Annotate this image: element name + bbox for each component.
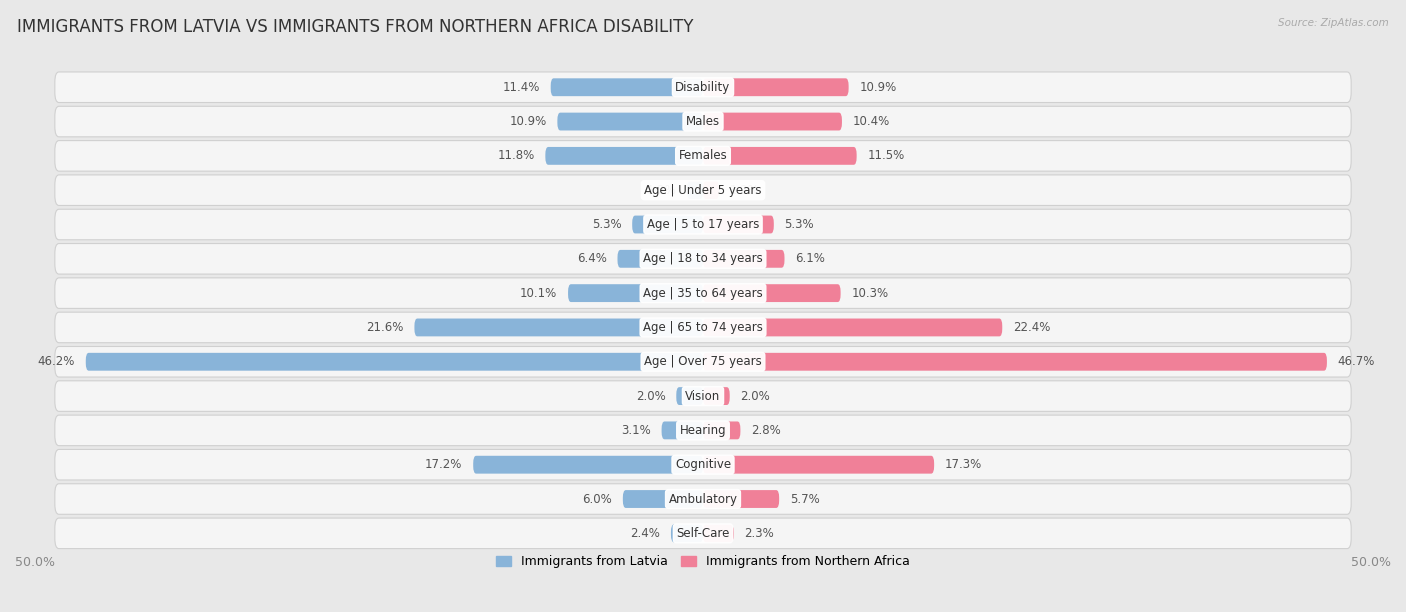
FancyBboxPatch shape [55,415,1351,446]
Text: 2.0%: 2.0% [741,390,770,403]
Text: 5.3%: 5.3% [785,218,814,231]
Text: Age | Under 5 years: Age | Under 5 years [644,184,762,196]
FancyBboxPatch shape [474,456,703,474]
FancyBboxPatch shape [703,456,934,474]
Text: IMMIGRANTS FROM LATVIA VS IMMIGRANTS FROM NORTHERN AFRICA DISABILITY: IMMIGRANTS FROM LATVIA VS IMMIGRANTS FRO… [17,18,693,36]
FancyBboxPatch shape [55,244,1351,274]
FancyBboxPatch shape [703,284,841,302]
Text: 10.1%: 10.1% [520,286,557,300]
FancyBboxPatch shape [703,250,785,267]
Text: Age | Over 75 years: Age | Over 75 years [644,355,762,368]
Text: 22.4%: 22.4% [1012,321,1050,334]
Text: 6.1%: 6.1% [796,252,825,266]
Text: Age | 5 to 17 years: Age | 5 to 17 years [647,218,759,231]
Text: 10.3%: 10.3% [851,286,889,300]
Text: 6.0%: 6.0% [582,493,612,506]
Text: 1.2%: 1.2% [730,184,759,196]
FancyBboxPatch shape [703,422,741,439]
FancyBboxPatch shape [633,215,703,233]
FancyBboxPatch shape [551,78,703,96]
FancyBboxPatch shape [703,78,849,96]
Text: Hearing: Hearing [679,424,727,437]
FancyBboxPatch shape [55,381,1351,411]
Text: 6.4%: 6.4% [576,252,607,266]
FancyBboxPatch shape [617,250,703,267]
Text: 11.4%: 11.4% [502,81,540,94]
FancyBboxPatch shape [703,387,730,405]
FancyBboxPatch shape [703,524,734,542]
FancyBboxPatch shape [86,353,703,371]
FancyBboxPatch shape [55,518,1351,548]
Text: Males: Males [686,115,720,128]
FancyBboxPatch shape [703,113,842,130]
Text: Source: ZipAtlas.com: Source: ZipAtlas.com [1278,18,1389,28]
Text: 3.1%: 3.1% [621,424,651,437]
FancyBboxPatch shape [703,147,856,165]
Text: 2.8%: 2.8% [751,424,780,437]
FancyBboxPatch shape [703,353,1327,371]
Text: 17.3%: 17.3% [945,458,981,471]
FancyBboxPatch shape [662,422,703,439]
Text: 46.2%: 46.2% [38,355,75,368]
Text: 11.5%: 11.5% [868,149,904,162]
FancyBboxPatch shape [546,147,703,165]
FancyBboxPatch shape [55,449,1351,480]
FancyBboxPatch shape [703,490,779,508]
Text: Vision: Vision [685,390,721,403]
FancyBboxPatch shape [55,141,1351,171]
FancyBboxPatch shape [703,181,718,199]
FancyBboxPatch shape [703,215,773,233]
FancyBboxPatch shape [55,72,1351,102]
Text: 1.2%: 1.2% [647,184,676,196]
FancyBboxPatch shape [55,106,1351,137]
Text: Self-Care: Self-Care [676,527,730,540]
Text: Age | 18 to 34 years: Age | 18 to 34 years [643,252,763,266]
FancyBboxPatch shape [688,181,703,199]
Text: 21.6%: 21.6% [367,321,404,334]
FancyBboxPatch shape [415,318,703,337]
FancyBboxPatch shape [55,209,1351,240]
FancyBboxPatch shape [55,346,1351,377]
Text: 5.7%: 5.7% [790,493,820,506]
Text: 46.7%: 46.7% [1337,355,1375,368]
Text: Age | 65 to 74 years: Age | 65 to 74 years [643,321,763,334]
Text: 10.9%: 10.9% [859,81,897,94]
FancyBboxPatch shape [671,524,703,542]
Text: 11.8%: 11.8% [498,149,534,162]
FancyBboxPatch shape [623,490,703,508]
Text: Females: Females [679,149,727,162]
FancyBboxPatch shape [55,278,1351,308]
Text: Ambulatory: Ambulatory [668,493,738,506]
Text: 10.4%: 10.4% [852,115,890,128]
Text: Cognitive: Cognitive [675,458,731,471]
Text: 5.3%: 5.3% [592,218,621,231]
FancyBboxPatch shape [703,318,1002,337]
FancyBboxPatch shape [55,483,1351,514]
Text: 2.3%: 2.3% [744,527,775,540]
Text: 2.4%: 2.4% [630,527,661,540]
FancyBboxPatch shape [557,113,703,130]
Text: 2.0%: 2.0% [636,390,665,403]
FancyBboxPatch shape [568,284,703,302]
Text: 10.9%: 10.9% [509,115,547,128]
Text: Age | 35 to 64 years: Age | 35 to 64 years [643,286,763,300]
FancyBboxPatch shape [55,312,1351,343]
FancyBboxPatch shape [55,175,1351,206]
FancyBboxPatch shape [676,387,703,405]
Legend: Immigrants from Latvia, Immigrants from Northern Africa: Immigrants from Latvia, Immigrants from … [491,550,915,573]
Text: Disability: Disability [675,81,731,94]
Text: 17.2%: 17.2% [425,458,463,471]
